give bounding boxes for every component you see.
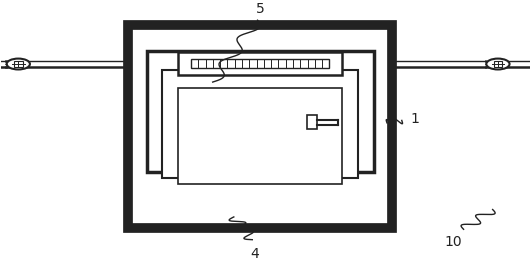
Bar: [178, 88, 342, 184]
Circle shape: [7, 59, 30, 69]
Bar: [14, 61, 22, 67]
Bar: [147, 51, 374, 172]
Text: 1: 1: [411, 112, 419, 126]
Bar: [128, 25, 392, 228]
Circle shape: [486, 59, 510, 69]
Bar: [178, 52, 342, 74]
Text: 5: 5: [256, 2, 264, 16]
Text: 4: 4: [251, 247, 259, 261]
Bar: [162, 70, 358, 178]
Bar: [494, 61, 502, 67]
Bar: [191, 59, 329, 68]
Text: 10: 10: [444, 235, 462, 249]
Bar: [307, 115, 316, 129]
